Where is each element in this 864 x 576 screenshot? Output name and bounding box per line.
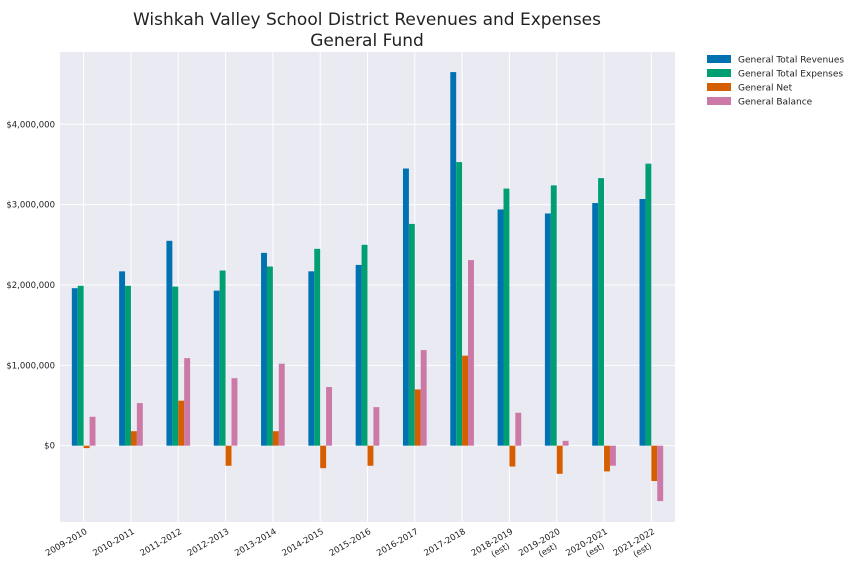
- bar: [219, 270, 226, 446]
- y-tick-label: $1,000,000: [6, 361, 55, 371]
- x-tick-label-line: 2017-2018: [422, 527, 467, 559]
- x-axis: 2009-2010 2010-2011 2011-2012 2012-2013 2013…: [44, 527, 663, 568]
- x-tick-label-line: 2012-2013: [186, 527, 231, 559]
- x-tick-label-line: 2010-2011: [91, 527, 136, 559]
- legend-label: General Total Expenses: [738, 70, 843, 80]
- legend-label: General Balance: [738, 98, 813, 108]
- x-tick-label: 2017-2018: [422, 527, 467, 559]
- bar: [544, 213, 551, 446]
- bar: [125, 285, 131, 446]
- bar: [172, 286, 179, 446]
- bar: [408, 223, 415, 446]
- bar: [497, 209, 504, 446]
- bar: [326, 387, 333, 446]
- bar: [420, 350, 427, 446]
- bar: [562, 440, 569, 446]
- bar: [373, 407, 380, 446]
- x-tick-label-line: 2013-2014: [233, 527, 278, 559]
- bar: [213, 290, 220, 446]
- bar: [414, 389, 421, 446]
- legend-swatch: [707, 55, 731, 63]
- x-tick-label: 2012-2013: [186, 527, 231, 559]
- bar: [657, 445, 664, 502]
- legend-swatch: [707, 97, 731, 105]
- legend-swatch: [707, 83, 731, 91]
- bar: [231, 378, 238, 446]
- chart-subtitle: General Fund: [310, 31, 424, 51]
- x-tick-label: 2011-2012: [139, 527, 184, 559]
- x-tick-label: 2019-2020(est): [517, 527, 568, 568]
- bar: [361, 244, 368, 446]
- x-tick-label: 2020-2021(est): [564, 527, 615, 568]
- bars: [71, 72, 664, 502]
- bar: [261, 252, 267, 446]
- y-tick-label: $4,000,000: [6, 120, 55, 130]
- bar: [604, 445, 610, 472]
- x-tick-label: 2015-2016: [328, 527, 373, 559]
- bar: [178, 400, 185, 446]
- bar: [272, 431, 279, 446]
- chart-title: Wishkah Valley School District Revenues …: [133, 10, 601, 30]
- x-tick-label-line: 2014-2015: [281, 527, 326, 559]
- bar: [355, 264, 362, 446]
- bar: [77, 285, 84, 446]
- legend-label: General Net: [738, 84, 793, 94]
- bar: [651, 445, 658, 482]
- bar: [367, 445, 374, 466]
- bar: [468, 260, 474, 446]
- x-tick-label-line: 2011-2012: [139, 527, 184, 559]
- bar: [184, 358, 191, 446]
- legend-swatch: [707, 69, 731, 77]
- bar: [515, 412, 522, 446]
- bar: [71, 288, 78, 446]
- bar: [462, 355, 469, 446]
- bar: [609, 445, 616, 466]
- bar: [130, 431, 137, 446]
- y-axis: $0 $1,000,000 $2,000,000 $3,000,000 $4,000,0…: [6, 120, 55, 451]
- y-tick-label: $3,000,000: [6, 201, 55, 211]
- bar: [503, 188, 510, 446]
- bar: [450, 72, 457, 446]
- legend-label: General Total Revenues: [738, 56, 844, 66]
- bar: [119, 271, 126, 446]
- y-tick-label: $0: [44, 442, 55, 452]
- bar: [639, 199, 646, 446]
- x-tick-label: 2009-2010: [44, 527, 89, 559]
- bar: [89, 416, 96, 446]
- bar: [645, 163, 652, 446]
- x-tick-label: 2016-2017: [375, 527, 420, 559]
- bar: [136, 403, 143, 446]
- x-tick-label: 2018-2019(est): [470, 527, 521, 568]
- bar: [556, 445, 563, 474]
- bar: [456, 162, 463, 446]
- legend: General Total Revenues General Total Expe…: [707, 55, 844, 108]
- x-tick-label: 2014-2015: [281, 527, 326, 559]
- bar: [550, 185, 557, 446]
- bar: [308, 271, 315, 446]
- x-tick-label-line: 2015-2016: [328, 527, 373, 559]
- bar: [83, 445, 90, 449]
- x-tick-label-line: 2016-2017: [375, 527, 420, 559]
- x-tick-label: 2013-2014: [233, 527, 278, 559]
- bar: [166, 240, 173, 446]
- bar: [278, 363, 285, 446]
- bar: [402, 168, 409, 446]
- bar: [509, 445, 516, 467]
- y-tick-label: $2,000,000: [6, 281, 55, 291]
- bar: [320, 445, 327, 469]
- x-tick-label: 2021-2022(est): [612, 527, 663, 568]
- x-tick-label-line: 2009-2010: [44, 527, 89, 559]
- bar: [225, 445, 232, 466]
- x-tick-label: 2010-2011: [91, 527, 136, 559]
- bar: [598, 178, 605, 446]
- bar: [266, 266, 273, 446]
- bar: [592, 203, 599, 446]
- bar: [314, 248, 321, 446]
